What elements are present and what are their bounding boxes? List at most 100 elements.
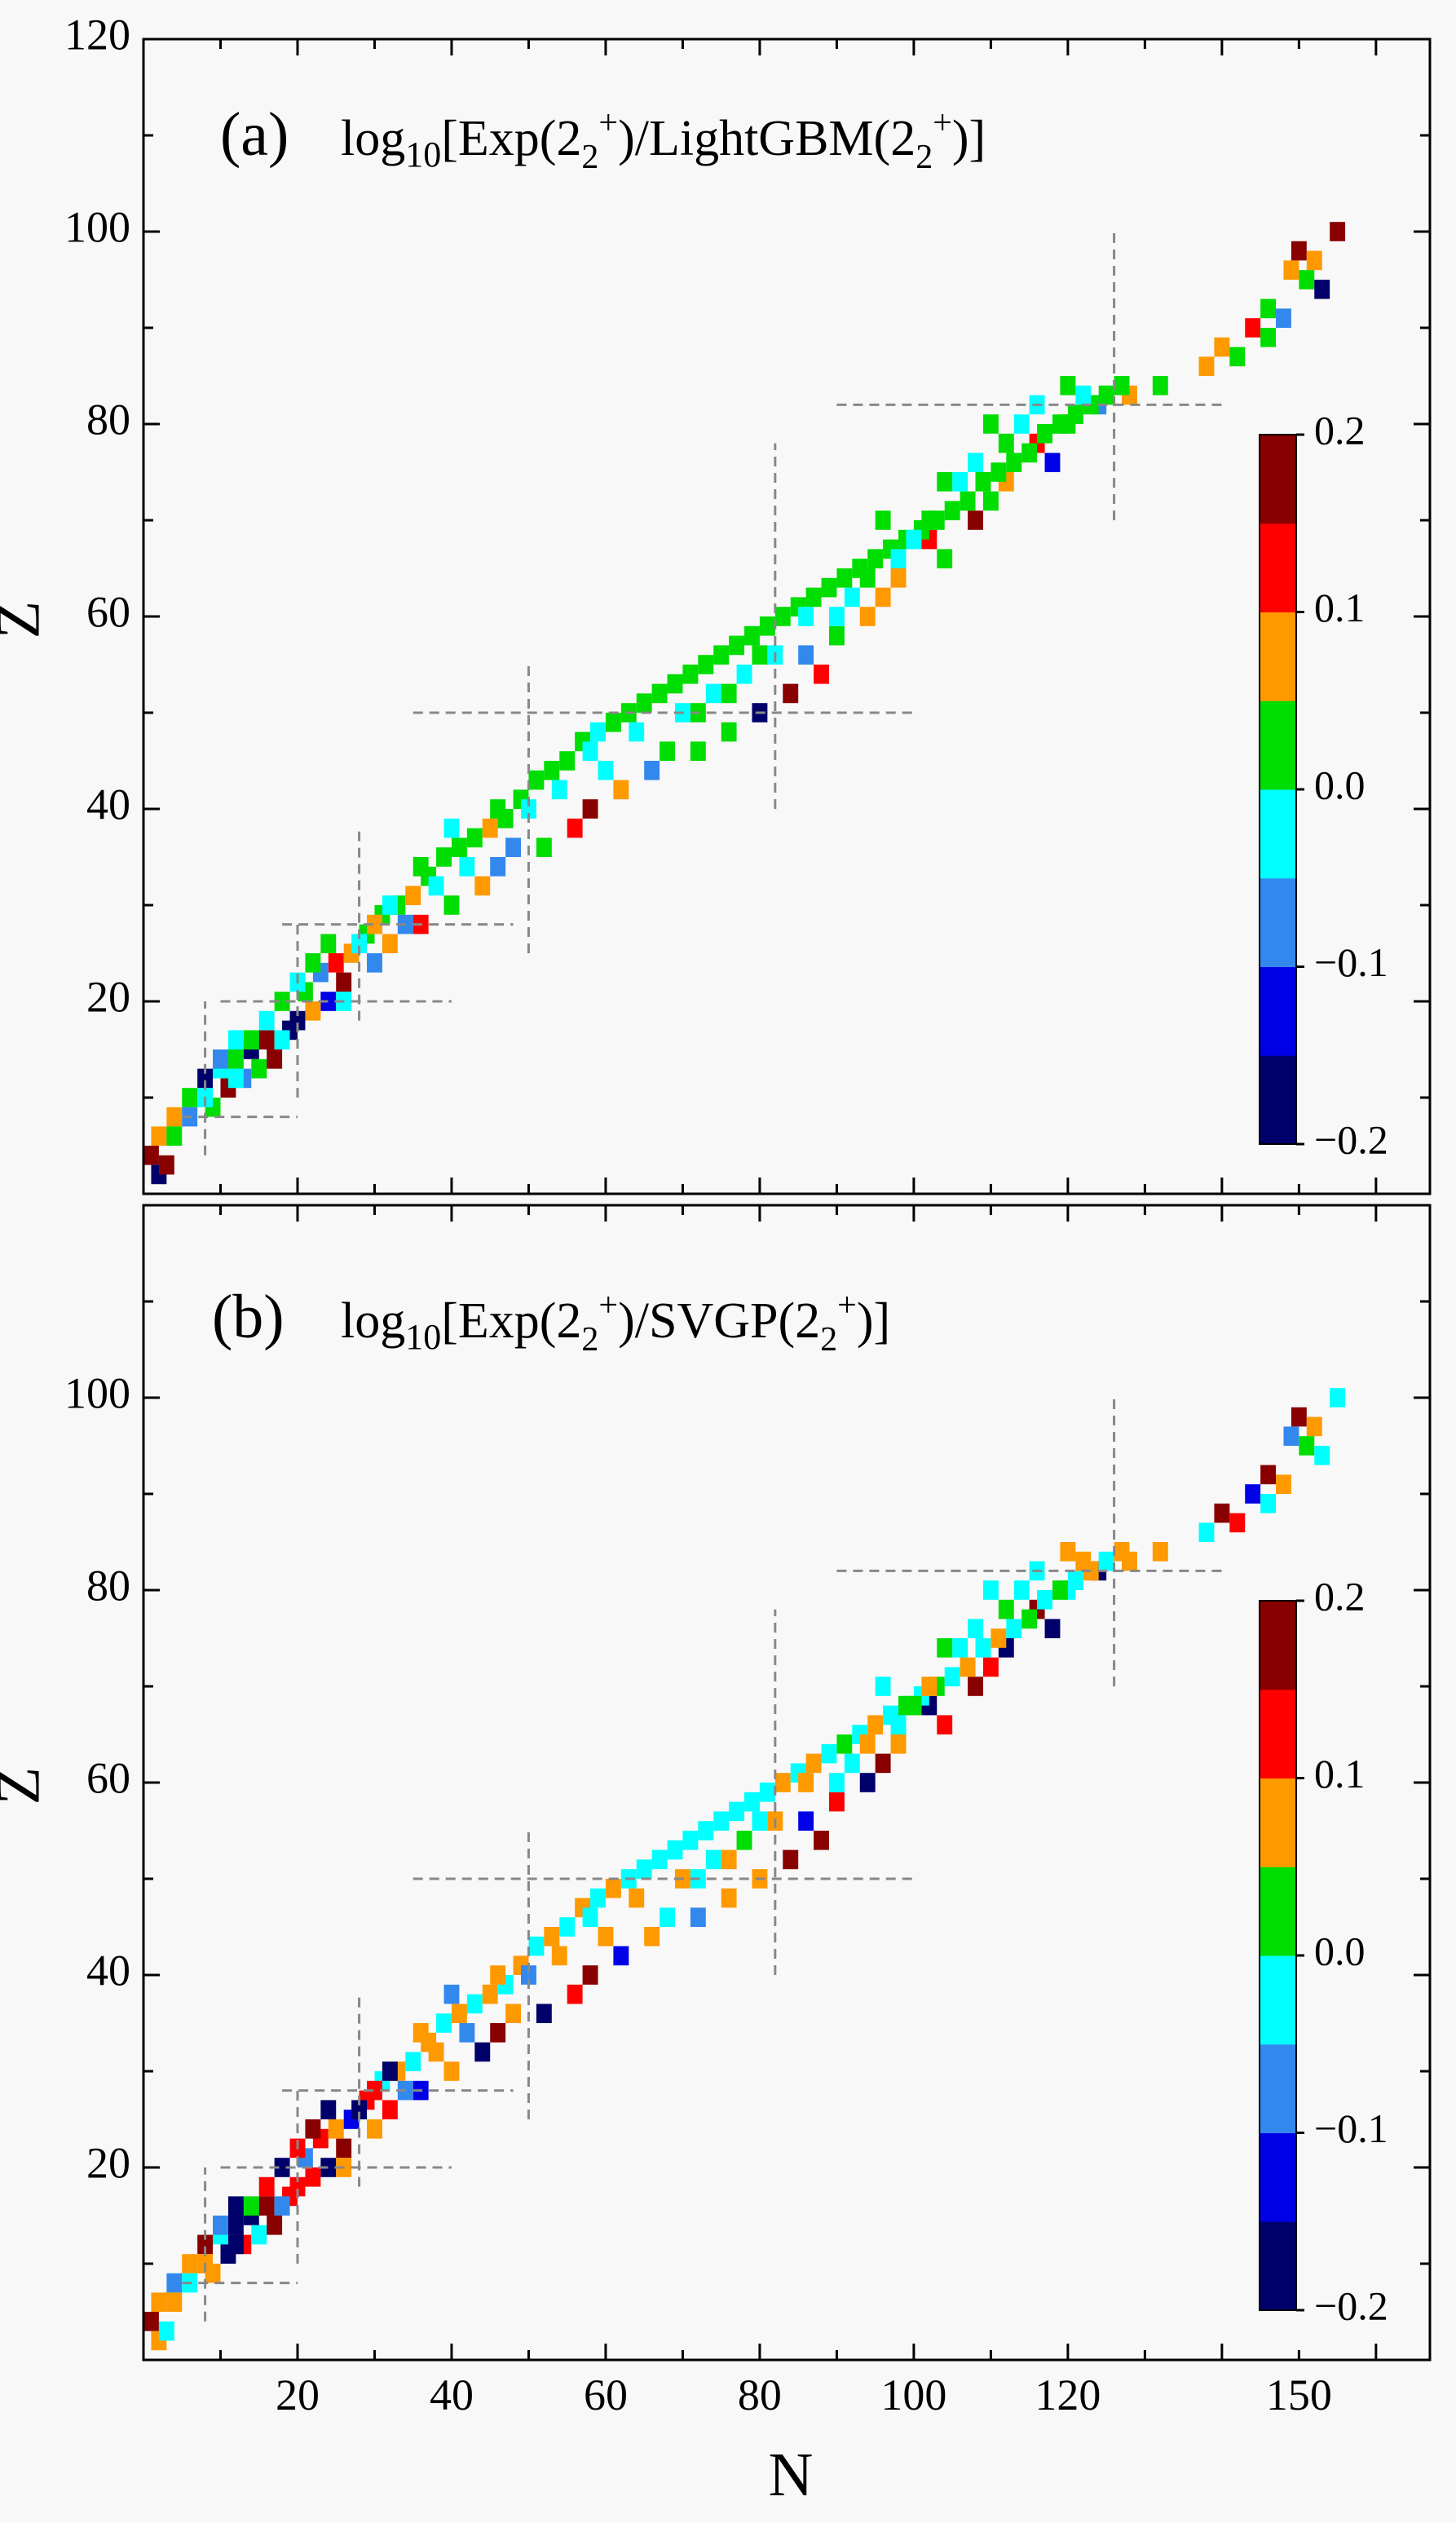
- cell-a-0: [1330, 222, 1346, 241]
- cell-a-68: [328, 953, 344, 973]
- y-axis-label-a: Z: [0, 601, 52, 638]
- cell-a-90: [667, 674, 683, 694]
- cell-a-112: [1006, 453, 1022, 472]
- cell-b-141: [629, 1888, 645, 1908]
- xtick-label-150: 150: [1266, 2371, 1332, 2419]
- cell-a-43: [382, 934, 398, 953]
- cell-b-124: [505, 2004, 522, 2023]
- cell-a-154: [227, 1030, 244, 1049]
- title-b-log: log: [341, 1293, 405, 1349]
- cell-b-108: [944, 1667, 960, 1686]
- cell-a-142: [660, 741, 675, 761]
- cell-a-89: [651, 683, 668, 704]
- cell-b-161: [890, 1715, 907, 1734]
- cell-b-133: [705, 1849, 721, 1870]
- cell-a-49: [258, 1030, 275, 1049]
- cell-b-73: [405, 2052, 421, 2071]
- title-b-body: [Exp(2: [441, 1293, 581, 1349]
- cell-b-118: [1098, 1551, 1114, 1571]
- cell-a-149: [305, 953, 321, 973]
- cell-a-119: [1114, 376, 1130, 395]
- cell-a-25: [875, 587, 891, 608]
- panel-label-b: (b): [212, 1283, 285, 1351]
- x-axis-label: N: [769, 2441, 814, 2509]
- ytick-label-100-a: 100: [64, 202, 130, 251]
- cell-b-45: [336, 2138, 352, 2158]
- cell-a-126: [428, 876, 444, 896]
- title-b-sub: 10: [405, 1317, 441, 1357]
- colorbar-a: 0.2 0.1 0.0 −0.1 −0.2: [1259, 407, 1388, 1162]
- cell-a-77: [466, 828, 483, 848]
- cell-b-128: [351, 2100, 368, 2119]
- colorbar-tick-label-4-a: −0.2: [1314, 1116, 1388, 1162]
- colorbar-tick-label-1-b: 0.1: [1314, 1751, 1366, 1796]
- ytick-label-40-a: 40: [86, 780, 130, 828]
- cell-b-35: [613, 1946, 629, 1966]
- cell-a-36: [582, 799, 598, 819]
- cell-b-82: [544, 1927, 560, 1946]
- cell-b-30: [783, 1849, 799, 1870]
- cell-a-111: [991, 462, 1007, 482]
- cell-b-24: [890, 1734, 907, 1754]
- cell-a-137: [906, 529, 922, 550]
- cell-b-39: [490, 2023, 506, 2043]
- cell-b-111: [991, 1628, 1007, 1648]
- cell-a-10: [1214, 337, 1230, 357]
- cell-b-147: [367, 2080, 382, 2101]
- colorbar-tick-label-2-b: 0.0: [1314, 1928, 1366, 1973]
- cell-a-140: [1075, 385, 1092, 405]
- cell-b-160: [859, 1734, 876, 1754]
- y-tick-labels-b: 20 40 60 80 100: [64, 1368, 130, 2187]
- title-b-end: )]: [857, 1293, 890, 1349]
- cell-a-21: [968, 510, 983, 530]
- cell-b-64: [267, 2216, 283, 2235]
- cell-a-37: [567, 818, 583, 838]
- cell-a-88: [636, 693, 652, 713]
- cell-a-38: [536, 837, 552, 857]
- cell-a-30: [783, 683, 799, 704]
- cell-a-3: [1283, 260, 1299, 280]
- colorbar-segment-5-b: [1260, 1778, 1296, 1867]
- cell-a-96: [759, 616, 775, 636]
- cell-b-112: [1006, 1619, 1022, 1638]
- cell-a-100: [821, 577, 837, 598]
- colorbar-tick-label-2-a: 0.0: [1314, 762, 1366, 807]
- cell-a-27: [828, 625, 845, 646]
- cell-a-115: [1052, 414, 1068, 434]
- cell-b-0: [1330, 1388, 1346, 1407]
- cell-b-76: [451, 2004, 467, 2023]
- colorbar-segment-0-a: [1260, 1055, 1296, 1145]
- cell-a-59: [158, 1155, 174, 1175]
- cell-b-130: [274, 2196, 290, 2216]
- cell-a-86: [605, 713, 621, 732]
- cell-a-133: [705, 683, 721, 704]
- colorbar-tick-label-3-a: −0.1: [1314, 939, 1388, 985]
- cell-b-2: [1306, 1416, 1322, 1437]
- cell-a-160: [859, 568, 876, 588]
- cell-b-25: [875, 1753, 891, 1774]
- cell-a-33: [690, 741, 706, 761]
- axis-ticks-b: [143, 1204, 1430, 2362]
- cell-b-164: [998, 1599, 1014, 1619]
- cell-a-152: [258, 1010, 275, 1031]
- cell-b-36: [582, 1965, 598, 1985]
- cell-a-64: [267, 1049, 283, 1069]
- cell-b-8: [1245, 1484, 1261, 1504]
- title-a-sub: 10: [405, 135, 441, 175]
- cell-b-143: [490, 1965, 506, 1985]
- cell-a-163: [968, 453, 983, 472]
- cell-a-145: [413, 857, 429, 877]
- colorbar-segment-2-b: [1260, 2044, 1296, 2133]
- cell-b-91: [682, 1831, 699, 1850]
- cell-b-166: [1060, 1542, 1076, 1562]
- cell-b-148: [320, 2100, 337, 2119]
- title-b-sub3: 2: [820, 1321, 837, 1359]
- cell-a-11: [1229, 347, 1246, 367]
- cell-b-134: [736, 1831, 752, 1850]
- cell-b-54: [182, 2254, 198, 2273]
- cell-b-119: [1114, 1542, 1130, 1562]
- cell-a-63: [251, 1058, 267, 1079]
- cell-b-47: [305, 2167, 321, 2187]
- cell-b-125: [459, 2023, 475, 2043]
- cell-a-34: [644, 761, 660, 780]
